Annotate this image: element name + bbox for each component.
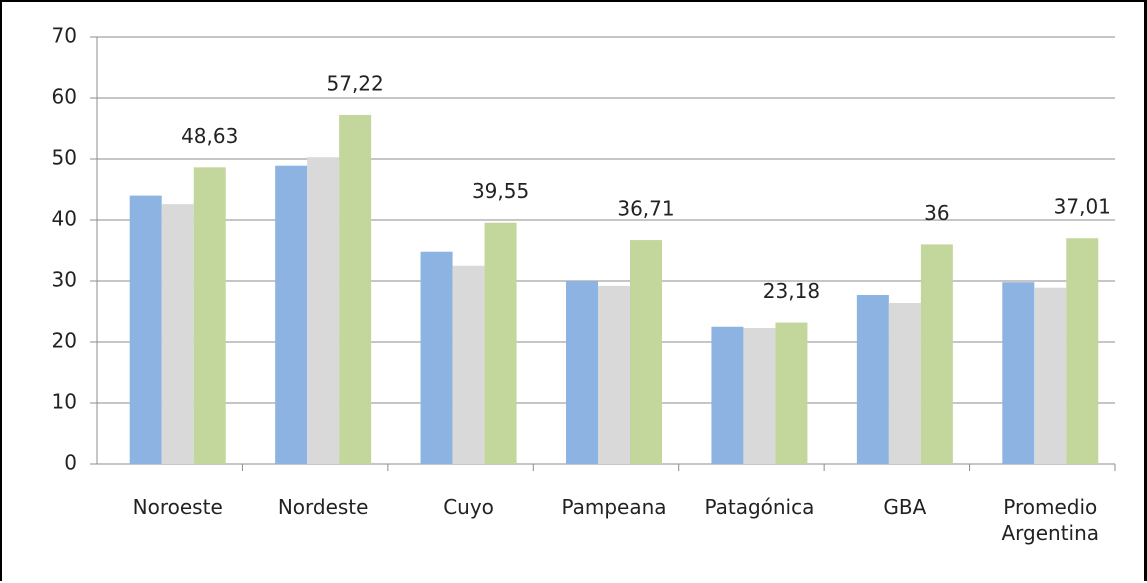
bar: [452, 265, 485, 464]
y-tick-label: 70: [52, 24, 77, 48]
bar: [1066, 238, 1099, 464]
bar: [566, 281, 598, 464]
y-tick-label: 50: [52, 146, 77, 170]
bar: [129, 195, 162, 464]
bar: [598, 285, 630, 464]
bar: [484, 222, 517, 464]
y-tick-label: 30: [52, 268, 77, 292]
y-tick-label: 0: [64, 451, 77, 475]
data-label: 36: [924, 201, 949, 225]
x-tick-label: Patagónica: [704, 495, 815, 519]
bar: [275, 165, 308, 464]
data-label: 39,55: [472, 179, 529, 203]
y-tick-label: 60: [52, 85, 77, 109]
data-label: 48,63: [181, 124, 238, 148]
bar: [920, 244, 953, 464]
bar: [420, 251, 453, 464]
data-label: 37,01: [1054, 195, 1111, 219]
y-tick-label: 10: [52, 390, 77, 414]
bar: [1002, 282, 1035, 464]
bar: [711, 326, 744, 464]
x-tick-label: Noroeste: [132, 495, 223, 519]
bar: [1034, 287, 1067, 464]
bar: [161, 204, 194, 464]
bar: [630, 240, 662, 464]
x-tick-label: GBA: [883, 495, 927, 519]
y-tick-label: 20: [52, 329, 77, 353]
data-label: 23,18: [763, 279, 820, 303]
bar: [888, 302, 921, 464]
bar: [775, 322, 808, 464]
bar: [193, 167, 226, 464]
bar: [856, 295, 889, 464]
x-tick-label: Cuyo: [443, 495, 494, 519]
x-tick-label: Nordeste: [277, 495, 369, 519]
x-tick-label: Pampeana: [561, 495, 667, 519]
y-tick-label: 40: [52, 207, 77, 231]
data-label: 57,22: [327, 71, 384, 95]
data-label: 36,71: [617, 197, 674, 221]
bar: [307, 157, 340, 465]
x-tick-label: Promedio Argentina: [1001, 495, 1100, 545]
bar: [339, 114, 372, 464]
bar: [743, 327, 776, 464]
